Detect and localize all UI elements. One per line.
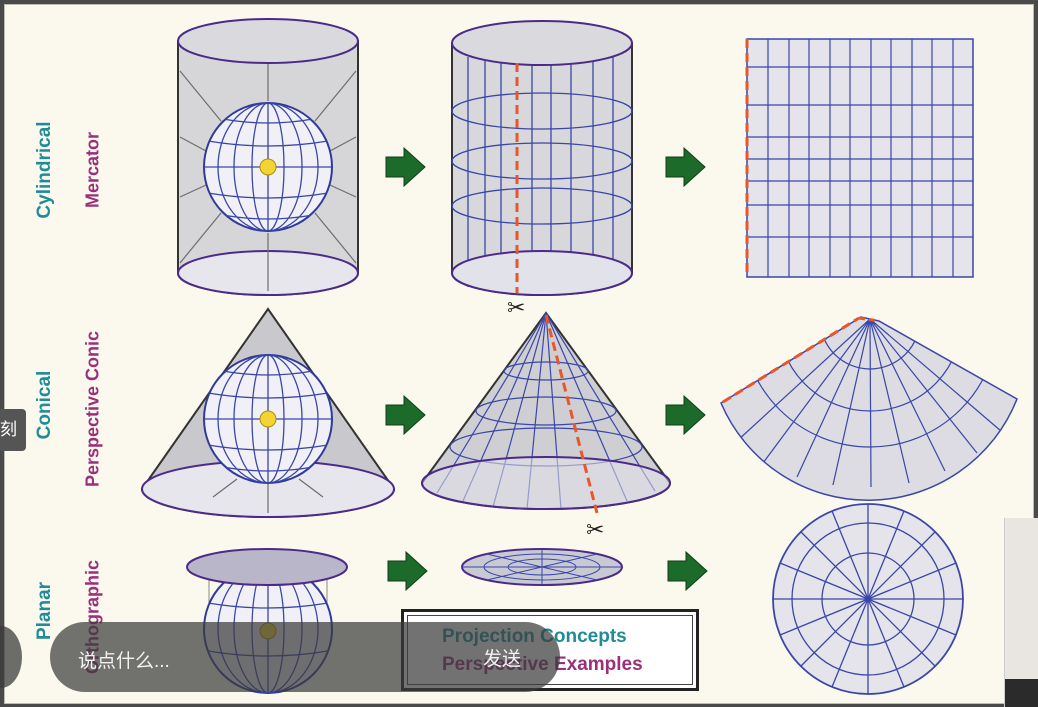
arrow-right-icon	[385, 394, 426, 436]
arrow-right-icon	[387, 550, 428, 592]
conical-flat-fan	[720, 316, 1018, 501]
plane-disc	[461, 548, 623, 586]
projection-diagram: ✂	[140, 18, 1018, 695]
arrow-right-icon	[665, 146, 706, 188]
row-label-planar: Planar	[34, 581, 55, 641]
arrow-right-icon	[667, 550, 708, 592]
camera-preview-dark-strip	[1005, 679, 1038, 707]
svg-text:✂: ✂	[507, 295, 525, 320]
cylinder-with-globe	[177, 18, 359, 296]
arrow-right-icon	[665, 394, 706, 436]
svg-text:✂: ✂	[586, 517, 604, 542]
row-label-conical: Conical	[34, 370, 55, 440]
send-button[interactable]: 发送	[483, 649, 522, 670]
cone-with-globe	[140, 307, 396, 518]
diagram-frame: ✂	[4, 4, 1034, 704]
planar-flat-disc	[772, 503, 964, 695]
chat-input-bar[interactable]: 说点什么... 发送	[50, 622, 560, 692]
row-example-mercator: Mercator	[82, 131, 103, 209]
cone-unrolling: ✂	[420, 311, 672, 542]
cylinder-unrolling: ✂	[451, 20, 633, 320]
left-side-tab[interactable]: 刻	[0, 409, 26, 451]
cylindrical-flat-grid	[745, 38, 974, 278]
chat-placeholder[interactable]: 说点什么...	[78, 651, 170, 672]
arrow-right-icon	[385, 146, 426, 188]
camera-preview	[1004, 518, 1038, 707]
row-example-perspective-conic: Perspective Conic	[82, 330, 103, 488]
left-round-button[interactable]	[0, 626, 22, 688]
row-label-cylindrical: Cylindrical	[34, 121, 55, 219]
